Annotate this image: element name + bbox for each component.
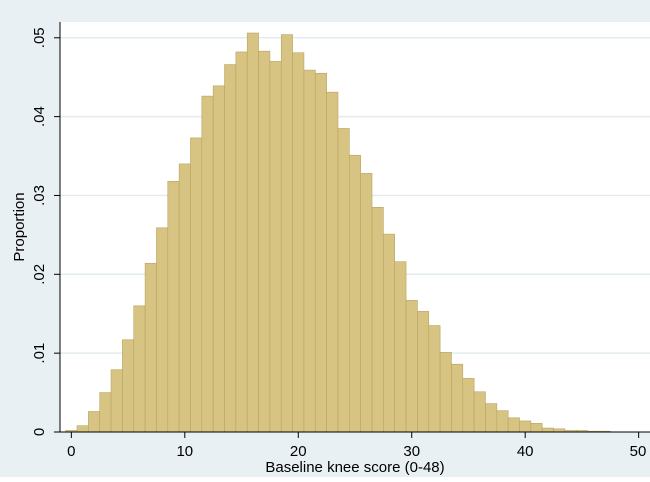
histogram-bar: [110, 369, 123, 433]
histogram-bar: [439, 352, 452, 433]
histogram-bar: [473, 391, 486, 433]
histogram-bar: [326, 91, 339, 433]
x-tick-label: 40: [517, 443, 534, 460]
y-tick-label: 0: [31, 428, 48, 436]
histogram-bar: [428, 325, 441, 433]
histogram-bar: [541, 427, 554, 433]
histogram-bar: [122, 339, 135, 433]
histogram-bar: [485, 403, 498, 433]
histogram-bar: [530, 423, 543, 433]
histogram-bar: [156, 227, 169, 433]
x-tick-label: 50: [630, 443, 647, 460]
y-axis-label: Proportion: [11, 192, 28, 261]
histogram-bar: [212, 85, 225, 433]
histogram-bar: [258, 50, 271, 433]
histogram-bar: [235, 51, 248, 433]
x-tick-label: 20: [290, 443, 307, 460]
histogram-bar: [178, 163, 191, 433]
x-tick-label: 30: [403, 443, 420, 460]
y-tick-label: .03: [31, 185, 48, 206]
histogram-bar: [99, 392, 112, 433]
histogram-bar: [292, 52, 305, 433]
histogram-bar: [507, 417, 520, 433]
histogram-bar: [314, 72, 327, 433]
x-tick-label: 0: [67, 443, 75, 460]
histogram-bar: [451, 363, 464, 433]
histogram-bar: [246, 32, 259, 433]
histogram-bar: [133, 305, 146, 433]
histogram-bar: [76, 425, 89, 433]
histogram-bar: [496, 410, 509, 433]
axes: [59, 22, 650, 433]
histogram-bar: [417, 311, 430, 433]
y-tick-label: .04: [31, 106, 48, 127]
histogram-bar: [280, 34, 293, 433]
histogram-bar: [462, 378, 475, 433]
histogram-bar: [167, 180, 180, 433]
histogram-bar: [88, 411, 101, 433]
histogram-bar: [269, 61, 282, 433]
histogram-bar: [519, 420, 532, 433]
y-tick-label: .01: [31, 343, 48, 364]
y-axis-ticks: 0 .01 .02 .03 .04 .05: [31, 27, 60, 436]
histogram-bar: [337, 128, 350, 433]
histogram-bar: [201, 95, 214, 433]
histogram-bar: [383, 233, 396, 433]
histogram-bar: [394, 261, 407, 433]
y-tick-label: .05: [31, 27, 48, 48]
histogram-bar: [405, 300, 418, 433]
x-axis-ticks: 0 10 20 30 40 50: [67, 432, 646, 460]
histogram-bar: [371, 206, 384, 433]
histogram-bar: [360, 173, 373, 433]
x-tick-label: 10: [176, 443, 193, 460]
y-tick-label: .02: [31, 264, 48, 285]
histogram-bar: [349, 154, 361, 433]
histogram-bar: [303, 69, 316, 433]
histogram-bar: [144, 262, 157, 433]
histogram-bar: [224, 64, 237, 433]
x-axis-label: Baseline knee score (0-48): [265, 459, 444, 476]
histogram-bar: [190, 137, 203, 433]
histogram-bars: [65, 32, 611, 433]
